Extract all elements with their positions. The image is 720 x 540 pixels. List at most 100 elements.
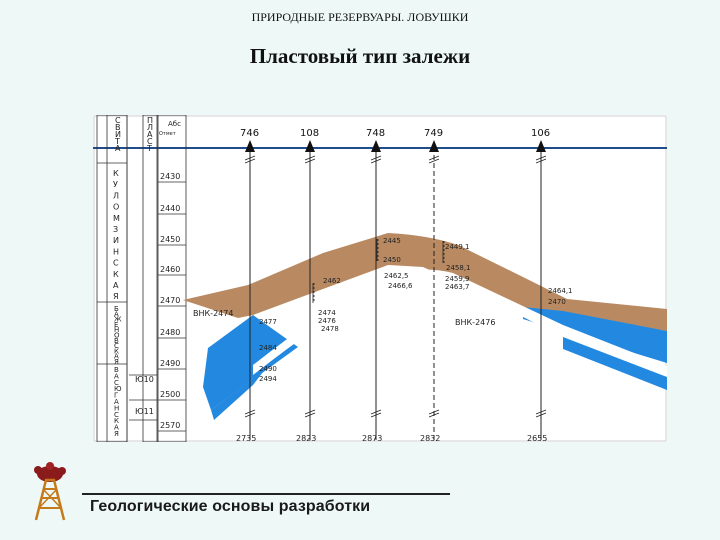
depth-annotation: 2459,9 <box>445 275 470 283</box>
depth-scale-label: 2460 <box>160 265 180 274</box>
well-break-mark <box>304 155 316 164</box>
well-marker <box>245 140 255 152</box>
depth-scale-label: 2570 <box>160 421 180 430</box>
suite-letter: С <box>114 411 119 419</box>
suite-letter: Я <box>114 358 119 366</box>
suite-letter: А <box>114 424 119 432</box>
svita-header-letter: И <box>115 130 121 139</box>
suite-letter: К <box>113 169 119 178</box>
oil-derrick-logo <box>28 462 78 522</box>
well-break-mark <box>244 155 256 164</box>
depth-annotation: 2463,7 <box>445 283 470 291</box>
slide-title: Пластовый тип залежи <box>249 44 471 68</box>
well-marker <box>371 140 381 152</box>
well-break-mark <box>244 409 256 418</box>
depth-scale-label: 2440 <box>160 204 180 213</box>
depth-annotation: 2474 <box>318 309 336 317</box>
depth-annotation: 2470 <box>548 298 566 306</box>
suite-letter: А <box>113 281 119 290</box>
well-number: 749 <box>424 128 443 139</box>
suite-letter: А <box>114 372 119 380</box>
depth-annotation: 2490 <box>259 365 277 373</box>
suite-letter: К <box>114 417 119 425</box>
stratigraphic-column <box>96 115 187 442</box>
well-number: 746 <box>240 128 259 139</box>
plast-column <box>142 115 158 442</box>
depth-annotation: 2466,6 <box>388 282 413 290</box>
suite-letter: К <box>113 270 119 279</box>
well-number: 106 <box>531 128 550 139</box>
suite-letter: А <box>114 398 119 406</box>
suite-letter: В <box>114 337 119 345</box>
suite-letter: О <box>114 332 120 340</box>
depth-annotation: 2449,1 <box>445 243 470 251</box>
footer-caption: Геологические основы разработки <box>90 498 371 515</box>
plast-label-yu10: Ю10 <box>135 375 154 384</box>
depth-scale-label: 2470 <box>160 296 180 305</box>
well-marker <box>429 140 439 152</box>
bottom-depth-label: 2873 <box>362 434 382 442</box>
well-break-mark <box>370 409 382 418</box>
well-number: 108 <box>300 128 319 139</box>
well-break-mark <box>428 409 440 418</box>
oil-zone <box>183 233 667 331</box>
depth-annotation: 2476 <box>318 317 336 325</box>
perforation-marks <box>312 239 542 305</box>
suite-letter: З <box>113 225 118 234</box>
suite-letter: Н <box>114 326 119 334</box>
suite-letter: С <box>113 259 119 268</box>
well-marker <box>536 140 546 152</box>
suite-letter: Ж <box>114 316 122 324</box>
suite-letter: Ю <box>114 385 122 393</box>
slide-header: ПРИРОДНЫЕ РЕЗЕРВУАРЫ. ЛОВУШКИ <box>251 10 469 24</box>
bottom-depths: 2735 2823 2873 2832 2655 <box>236 434 547 442</box>
shale-parting <box>253 269 667 377</box>
suite-letter: Н <box>114 404 119 412</box>
depth-scale-label: 2450 <box>160 235 180 244</box>
suite-letter: А <box>114 353 119 361</box>
well-break-mark <box>370 155 382 164</box>
suite-letter: Н <box>113 247 119 256</box>
reservoir-layers <box>183 233 667 420</box>
suite-letter: Е <box>114 321 118 329</box>
depth-annotation: 2484 <box>259 344 277 352</box>
bottom-depth-label: 2832 <box>420 434 440 442</box>
depth-annotation: 2464,1 <box>548 287 573 295</box>
depth-annotation: 2458,1 <box>446 264 471 272</box>
svita-header-letter: Т <box>114 137 120 146</box>
suite-letter: У <box>113 180 118 189</box>
vnk-label-right: ВНК-2476 <box>455 318 495 327</box>
suite-letter: В <box>114 366 119 374</box>
depth-scale: 2430 2440 2450 2460 2470 2480 2490 2500 2570 <box>158 172 186 432</box>
depth-annotation: 2450 <box>383 256 401 264</box>
depth-annotation: 2462,5 <box>384 272 409 280</box>
suite-letter: Б <box>114 305 119 313</box>
footer-rule <box>82 493 450 495</box>
depth-scale-label: 2430 <box>160 172 180 181</box>
svita-header-letter: С <box>115 116 121 125</box>
suite-letter: И <box>113 236 119 245</box>
plast-header-letter: П <box>147 116 153 125</box>
well-break-mark <box>304 409 316 418</box>
plast-header-letter: Л <box>147 123 153 132</box>
suite-letter: О <box>113 203 119 212</box>
depth-annotation: 2478 <box>321 325 339 333</box>
well-break-mark <box>428 155 440 164</box>
suite-letter: Г <box>114 392 118 400</box>
well-3 <box>428 140 440 440</box>
suite-letter: А <box>114 310 119 318</box>
suite-letter: Я <box>113 292 119 301</box>
suite-letter: М <box>113 214 120 223</box>
bottom-depth-label: 2735 <box>236 434 256 442</box>
well-number: 748 <box>366 128 385 139</box>
depth-scale-label: 2480 <box>160 328 180 337</box>
suite-letter: С <box>114 342 119 350</box>
suite-letter: Л <box>113 191 119 200</box>
plast-header-letter: С <box>147 137 153 146</box>
abs-subheader: Отмет <box>159 131 176 137</box>
vnk-label-left: ВНК-2474 <box>193 309 233 318</box>
